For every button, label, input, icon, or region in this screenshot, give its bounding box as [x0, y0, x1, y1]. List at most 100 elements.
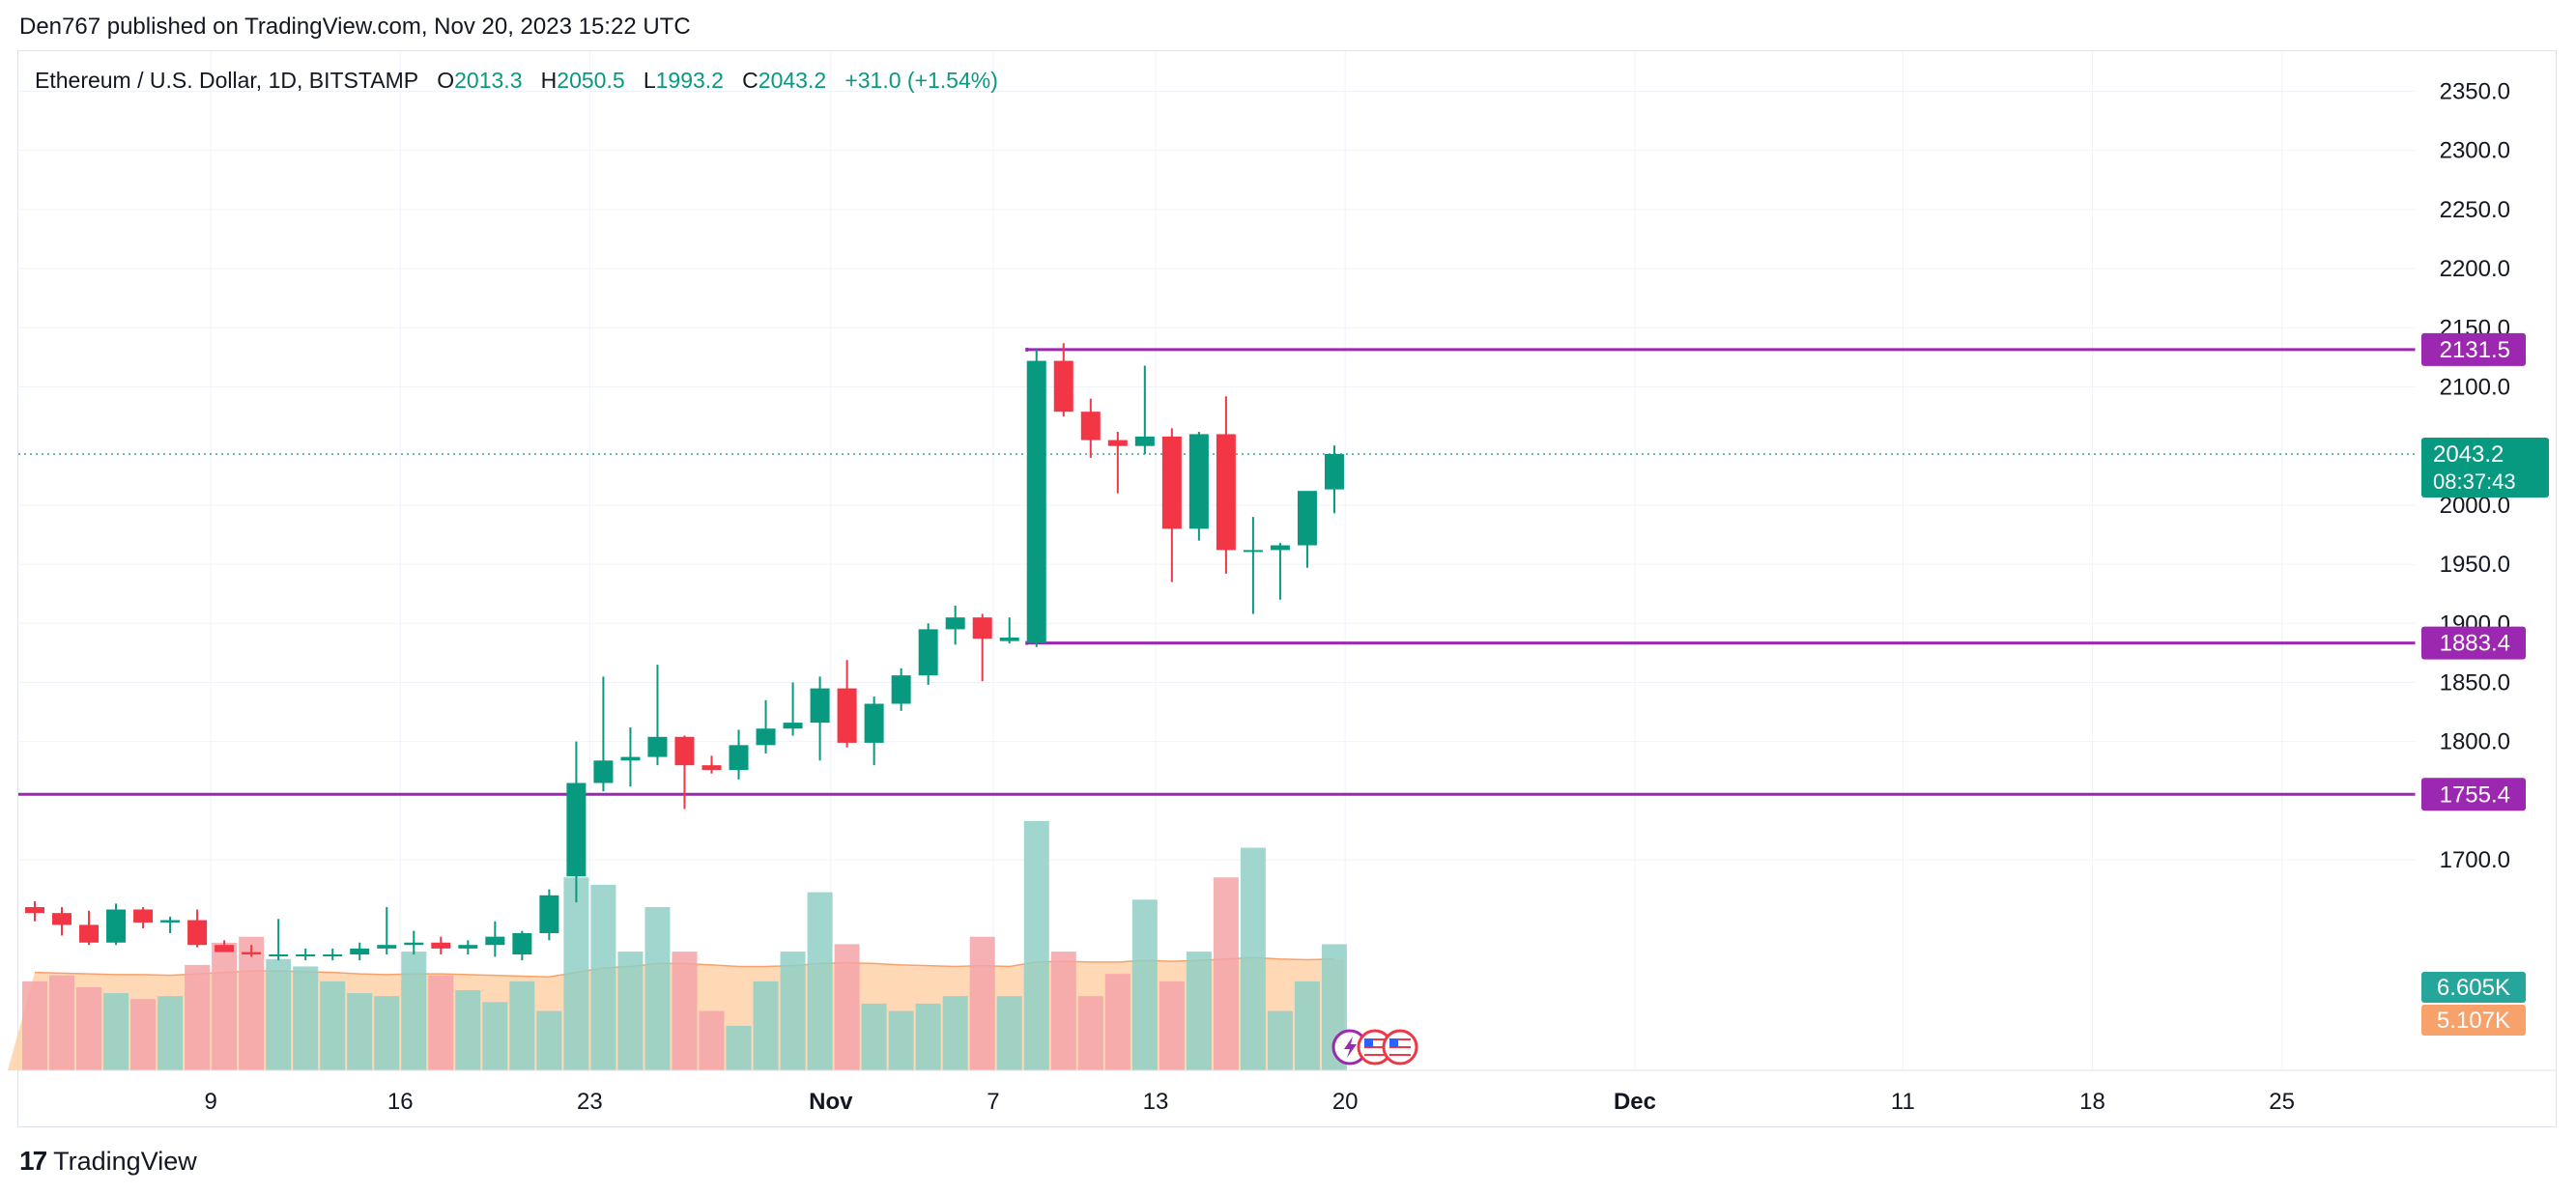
candle-body	[296, 954, 316, 956]
volume-bar	[76, 986, 102, 1070]
volume-bar	[699, 1010, 725, 1070]
candle-body	[458, 945, 478, 949]
high-label: H	[540, 68, 558, 93]
level-price-badge	[2421, 332, 2526, 366]
volume-bar	[1159, 981, 1185, 1070]
volume-bar	[1023, 820, 1049, 1070]
countdown-label: 08:37:43	[2433, 469, 2516, 494]
price-tick-label: 2100.0	[2440, 374, 2510, 400]
candle-body	[215, 945, 235, 952]
volume-bar	[861, 1003, 887, 1070]
time-tick-label: Dec	[1614, 1089, 1656, 1115]
candle-body	[1134, 436, 1155, 446]
candle-body	[79, 924, 100, 943]
candle-body	[323, 954, 343, 956]
volume-bar	[1077, 996, 1103, 1070]
time-axis: 9 16 23 Nov 7 13 20 Dec 11 18 25	[18, 1069, 2557, 1115]
volume-bar	[726, 1025, 752, 1070]
candle-body	[485, 936, 505, 946]
high-value: 2050.5	[557, 68, 625, 93]
candle-body	[187, 920, 208, 946]
volume-badge-label: 6.605K	[2437, 975, 2510, 1001]
flag-canton	[1364, 1038, 1373, 1047]
candle-body	[1107, 440, 1128, 446]
symbol-legend: Ethereum / U.S. Dollar, 1D, BITSTAMP O20…	[35, 68, 998, 94]
flash-glyph	[1344, 1037, 1357, 1058]
chart-frame[interactable]	[17, 50, 2557, 1127]
volume-bar	[428, 975, 454, 1070]
candle-body	[891, 675, 911, 704]
level-price-badge	[2421, 778, 2526, 811]
volume-bar	[239, 936, 265, 1070]
candle-body	[837, 688, 857, 743]
last-price-badge	[2421, 438, 2549, 498]
time-tick-label: 23	[577, 1089, 603, 1115]
volume-bar	[1240, 847, 1266, 1070]
candle-body	[133, 909, 154, 923]
candle-body	[1216, 434, 1236, 551]
time-tick-label: 9	[204, 1089, 216, 1115]
candle-body	[701, 765, 722, 771]
volume-bar	[563, 877, 589, 1070]
volume-bar	[482, 1002, 508, 1070]
price-tick-label: 2200.0	[2440, 256, 2510, 282]
volume-badge-label: 5.107K	[2437, 1008, 2510, 1034]
candle-body	[647, 736, 668, 757]
candle-body	[242, 952, 262, 954]
price-tick-label: 2350.0	[2440, 78, 2510, 104]
candle-body	[269, 954, 289, 956]
volume-bar	[320, 981, 346, 1070]
time-tick-label: 20	[1332, 1089, 1359, 1115]
candle-body	[593, 760, 614, 783]
flag-stripe	[1389, 1050, 1411, 1052]
time-tick-label: 25	[2269, 1089, 2295, 1115]
tradingview-logo[interactable]: 17 TradingView	[19, 1146, 197, 1177]
volume-bar	[1294, 981, 1320, 1070]
last-price-label: 2043.2	[2433, 441, 2504, 468]
volume-badge	[2421, 972, 2526, 1003]
volume-bar	[509, 981, 535, 1070]
candle-body	[377, 945, 397, 949]
candle-body	[674, 736, 695, 766]
volume-bar	[1050, 952, 1076, 1070]
volume-bar	[996, 996, 1022, 1070]
volume-bar	[1104, 974, 1131, 1070]
candle-body	[1080, 412, 1101, 441]
volume-bar	[672, 952, 698, 1070]
volume-bar	[293, 966, 319, 1070]
candle-body	[1161, 436, 1182, 529]
price-tick-label: 1800.0	[2440, 729, 2510, 755]
price-axis: 2350.02300.02250.02200.02150.02100.02000…	[2415, 51, 2549, 1070]
candle-body	[864, 703, 884, 743]
low-value: 1993.2	[655, 68, 724, 93]
time-tick-label: 11	[1891, 1089, 1915, 1115]
volume-bar	[1267, 1010, 1293, 1070]
time-tick-label: Nov	[809, 1089, 853, 1115]
volume-bar	[157, 996, 184, 1070]
candle-body	[539, 895, 559, 933]
volume-bar	[807, 892, 833, 1070]
candle-body	[999, 637, 1019, 641]
volume-bar	[49, 975, 75, 1070]
volume-bar	[401, 952, 427, 1070]
flag-stripe	[1364, 1046, 1386, 1048]
volume-badge	[2421, 1005, 2526, 1036]
time-tick-label: 13	[1143, 1089, 1169, 1115]
low-label: L	[643, 68, 656, 93]
candle-body	[1297, 491, 1317, 546]
price-tick-label: 1700.0	[2440, 847, 2510, 873]
close-value: 2043.2	[758, 68, 827, 93]
volume-bar	[644, 907, 671, 1070]
volume-bar	[969, 936, 995, 1070]
flag-stripe	[1364, 1038, 1386, 1040]
volume-bar	[915, 1003, 941, 1070]
price-tick-label: 2300.0	[2440, 138, 2510, 164]
us-flag-event-icon	[1382, 1029, 1418, 1066]
volume-bar	[1186, 952, 1212, 1070]
volume-bar	[834, 944, 860, 1070]
level-price-label: 1883.4	[2440, 631, 2510, 657]
volume-bar	[536, 1010, 562, 1070]
change-value: +31.0 (+1.54%)	[844, 68, 998, 93]
grid-lines	[18, 51, 2416, 1070]
